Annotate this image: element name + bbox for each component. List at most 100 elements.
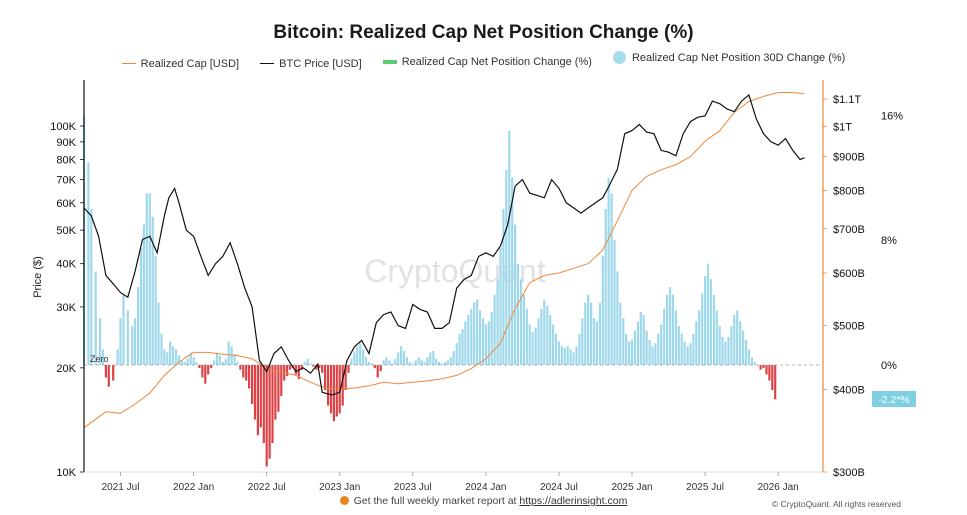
right-usd-tick-label: $500B xyxy=(833,320,865,332)
right-percent-tick-label: 8% xyxy=(881,235,897,247)
area-bar-positive xyxy=(411,363,414,365)
area-bar-positive xyxy=(493,294,496,365)
area-bar-negative xyxy=(286,365,289,376)
area-bar-positive xyxy=(370,363,373,365)
area-bar-positive xyxy=(560,346,563,365)
area-bar-positive xyxy=(446,360,449,365)
current-value-label: -2.2*% xyxy=(878,394,910,406)
right-usd-tick-label: $600B xyxy=(833,268,865,280)
area-bar-positive xyxy=(449,357,452,365)
area-bar-positive xyxy=(432,351,435,365)
legend-label: Realized Cap [USD] xyxy=(140,57,240,70)
area-bar-positive xyxy=(680,333,683,365)
area-bar-negative xyxy=(253,365,257,420)
area-bar-positive xyxy=(166,352,169,365)
legend-band-icon xyxy=(382,60,397,64)
area-bar-positive xyxy=(303,361,306,365)
left-tick-label: 30K xyxy=(56,302,76,314)
area-bar-negative xyxy=(251,365,254,404)
area-bar-positive xyxy=(575,346,578,365)
area-bar-positive xyxy=(151,216,154,365)
area-bar-positive xyxy=(233,354,236,365)
net-position-30d-area xyxy=(82,115,777,467)
area-bar-positive xyxy=(584,302,587,365)
area-bar-positive xyxy=(607,177,610,365)
area-bar-positive xyxy=(552,324,555,365)
area-bar-positive xyxy=(630,340,634,365)
footer-link[interactable]: https://adlerinsight.com xyxy=(519,495,628,507)
area-bar-negative xyxy=(762,365,765,369)
x-tick-label: 2024 Jan xyxy=(465,482,506,493)
left-tick-label: 10K xyxy=(56,467,76,479)
area-bar-positive xyxy=(578,333,581,365)
area-bar-negative xyxy=(277,365,280,412)
area-bar-positive xyxy=(595,321,598,365)
area-bar-positive xyxy=(674,310,677,365)
area-bar-positive xyxy=(622,318,625,365)
right-usd-tick-label: $900B xyxy=(833,152,865,164)
legend-item-realized-cap[interactable]: Realized Cap [USD] xyxy=(121,57,240,70)
area-bar-positive xyxy=(134,318,137,365)
area-bar-positive xyxy=(610,193,613,365)
area-bar-positive xyxy=(476,299,479,365)
area-bar-positive xyxy=(148,193,151,365)
area-bar-positive xyxy=(724,341,727,365)
area-bar-positive xyxy=(733,315,736,365)
right-usd-tick-label: $1T xyxy=(833,121,852,133)
area-bar-positive xyxy=(122,294,125,365)
area-bar-positive xyxy=(537,318,540,365)
area-bar-negative xyxy=(265,365,268,467)
area-bar-positive xyxy=(604,209,607,365)
legend-line-icon xyxy=(121,63,136,64)
area-bar-negative xyxy=(107,365,110,387)
legend-dot-icon xyxy=(612,51,626,64)
area-bar-positive xyxy=(721,336,724,365)
area-bar-positive xyxy=(654,343,657,365)
right-axis-usd-ticks: $300B $400B $500B $600B $700B $800B $900B $1T $1… xyxy=(823,94,865,479)
legend-item-net-position-change[interactable]: Realized Cap Net Position Change (%) xyxy=(382,56,592,68)
chart-svg: CryptoQuant Zero 10K20K30K40K50K60K70K80… xyxy=(32,80,916,493)
legend-item-btc-price[interactable]: BTC Price [USD] xyxy=(260,58,362,70)
area-bar-positive xyxy=(452,351,455,365)
area-bar-positive xyxy=(215,352,219,365)
area-bar-positive xyxy=(528,324,531,365)
area-bar-positive xyxy=(426,357,429,365)
area-bar-negative xyxy=(327,365,330,406)
area-bar-positive xyxy=(481,318,485,365)
area-bar-negative xyxy=(324,365,327,390)
area-bar-positive xyxy=(689,343,692,365)
area-bar-positive xyxy=(388,360,391,365)
area-bar-negative xyxy=(315,365,318,370)
legend-item-net-position-30d-change[interactable]: Realized Cap Net Position 30D Change (%) xyxy=(612,51,845,64)
current-value-badge xyxy=(872,391,916,407)
area-bar-positive xyxy=(490,312,493,365)
area-bar-positive xyxy=(417,357,420,365)
area-bar-positive xyxy=(353,352,356,365)
area-bar-positive xyxy=(359,343,362,365)
area-bar-positive xyxy=(718,326,721,365)
area-bar-positive xyxy=(169,341,172,365)
legend-label: Realized Cap Net Position Change (%) xyxy=(401,56,592,68)
area-bar-negative xyxy=(259,365,262,428)
area-bar-positive xyxy=(467,315,470,365)
area-bar-positive xyxy=(590,302,593,365)
area-bar-positive xyxy=(592,318,596,365)
area-bar-positive xyxy=(154,255,157,365)
area-bar-negative xyxy=(759,365,762,370)
area-bar-positive xyxy=(563,347,566,365)
area-bar-positive xyxy=(177,355,181,365)
area-bar-positive xyxy=(435,358,438,365)
area-bar-positive xyxy=(581,318,584,365)
area-bar-positive xyxy=(736,310,739,365)
area-bar-negative xyxy=(344,365,347,390)
area-bar-negative xyxy=(335,365,338,417)
area-bar-positive xyxy=(695,321,698,365)
area-bar-negative xyxy=(376,365,379,378)
area-bar-positive xyxy=(660,324,663,365)
area-bar-positive xyxy=(356,346,359,365)
area-bar-positive xyxy=(742,330,745,365)
area-bar-negative xyxy=(768,365,771,381)
area-bar-positive xyxy=(391,363,394,365)
area-bar-positive xyxy=(470,308,473,365)
area-bar-positive xyxy=(99,318,102,365)
